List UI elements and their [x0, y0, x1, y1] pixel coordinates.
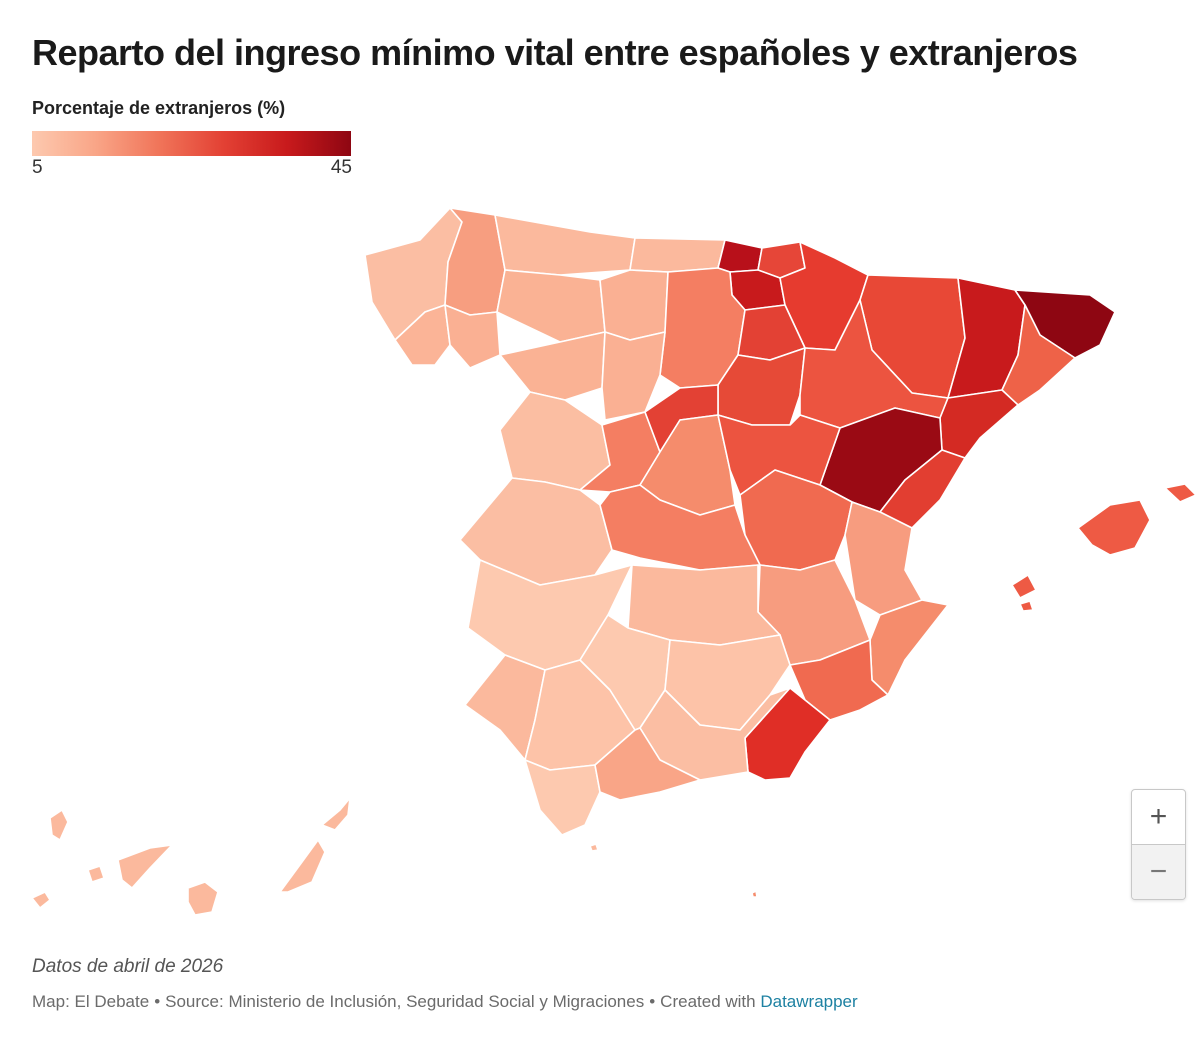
- province-asturias[interactable]: [494, 214, 636, 276]
- footer-source: Source: Ministerio de Inclusión, Segurid…: [165, 992, 645, 1011]
- chart-notes: Datos de abril de 2026: [32, 956, 224, 977]
- province-salamanca[interactable]: [499, 391, 611, 491]
- province-ceuta[interactable]: [589, 843, 599, 852]
- province-canarias-gran-canaria[interactable]: [187, 881, 219, 916]
- province-alicante[interactable]: [869, 599, 949, 696]
- province-malaga[interactable]: [594, 727, 701, 801]
- province-leon[interactable]: [496, 269, 606, 343]
- province-tarragona[interactable]: [939, 389, 1019, 459]
- province-guadalajara[interactable]: [717, 414, 841, 496]
- footer-separator: •: [154, 992, 161, 1011]
- province-murcia[interactable]: [789, 639, 889, 721]
- province-zamora[interactable]: [499, 331, 606, 401]
- province-cadiz[interactable]: [524, 759, 601, 836]
- province-canarias-el-hierro[interactable]: [31, 891, 51, 909]
- chart-title: Reparto del ingreso mínimo vital entre e…: [32, 32, 1078, 73]
- footer-map-by: Map: El Debate: [32, 992, 150, 1011]
- province-almeria[interactable]: [744, 687, 831, 781]
- province-barcelona[interactable]: [1001, 304, 1076, 406]
- province-baleares-mallorca[interactable]: [1077, 499, 1151, 556]
- province-canarias-la-palma[interactable]: [49, 809, 69, 841]
- province-baleares-ibiza[interactable]: [1011, 574, 1037, 599]
- province-cantabria[interactable]: [629, 237, 726, 273]
- zoom-in-button[interactable]: +: [1132, 790, 1185, 845]
- province-canarias-tenerife[interactable]: [117, 844, 173, 889]
- footer-separator: •: [649, 992, 656, 1011]
- legend-min-label: 5: [32, 157, 43, 178]
- province-caceres[interactable]: [459, 477, 613, 586]
- province-canarias-lanzarote[interactable]: [321, 797, 351, 831]
- legend-gradient-bar: [32, 131, 351, 156]
- zoom-controls: + −: [1131, 789, 1186, 900]
- province-canarias-la-gomera[interactable]: [87, 865, 105, 883]
- legend-title: Porcentaje de extranjeros (%): [32, 98, 286, 118]
- province-baleares-formentera[interactable]: [1019, 600, 1034, 612]
- province-palencia[interactable]: [599, 269, 669, 341]
- province-toledo[interactable]: [599, 484, 761, 571]
- province-valladolid[interactable]: [601, 331, 666, 421]
- legend-labels: 5 45: [32, 156, 352, 180]
- chart-footer: Map: El Debate • Source: Ministerio de Inc…: [32, 992, 858, 1012]
- province-ciudad-real[interactable]: [627, 564, 781, 646]
- province-canarias-fuerteventura[interactable]: [279, 839, 326, 893]
- province-baleares-menorca[interactable]: [1164, 483, 1197, 503]
- province-melilla[interactable]: [751, 890, 758, 898]
- datawrapper-link[interactable]: Datawrapper: [760, 992, 858, 1011]
- province-bizkaia[interactable]: [717, 239, 763, 273]
- color-legend: Porcentaje de extranjeros (%) 5 45: [32, 98, 352, 180]
- legend-max-label: 45: [330, 157, 352, 178]
- province-ourense[interactable]: [444, 304, 501, 369]
- zoom-out-button[interactable]: −: [1132, 845, 1185, 899]
- footer-created-prefix: Created with: [660, 992, 756, 1011]
